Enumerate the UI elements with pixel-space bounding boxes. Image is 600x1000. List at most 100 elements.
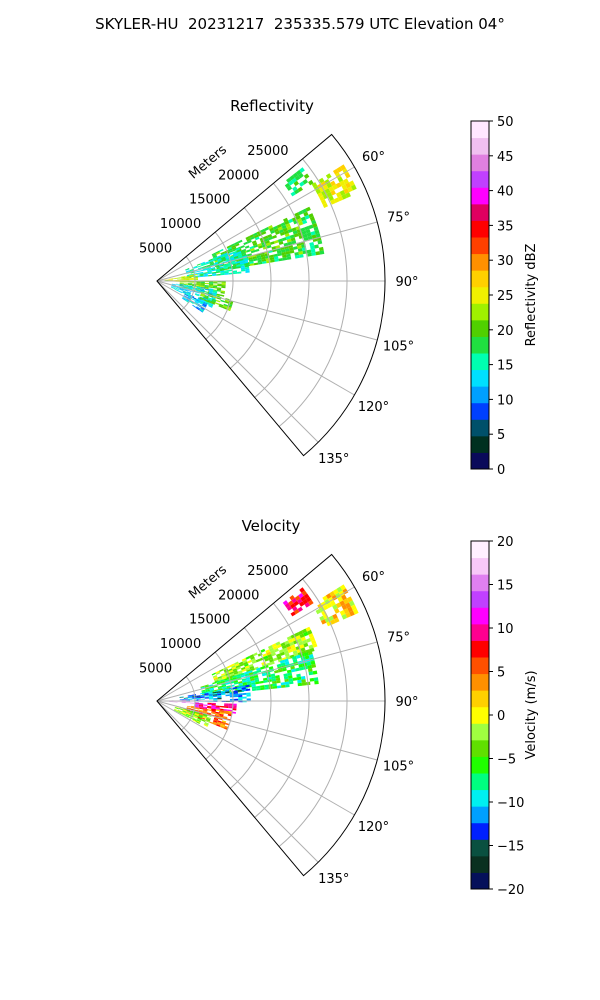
echo-gate	[189, 277, 194, 279]
echo-gate	[204, 685, 209, 688]
echo-gate	[303, 631, 309, 637]
echo-gate	[209, 686, 214, 689]
echo-gate	[189, 275, 194, 277]
echo-gate	[267, 653, 273, 658]
echo-gate	[248, 670, 253, 674]
echo-gate	[219, 705, 225, 708]
echo-gate	[284, 248, 290, 252]
echo-gate	[275, 641, 281, 646]
echo-gate	[286, 256, 292, 260]
echo-gate	[220, 724, 225, 728]
echo-gate	[208, 697, 214, 699]
echo-gate	[174, 289, 179, 292]
echo-gate	[199, 275, 204, 278]
echo-gate	[233, 681, 239, 685]
echo-gate	[225, 722, 230, 726]
echo-gate	[289, 234, 295, 239]
echo-gate	[283, 217, 289, 223]
echo-gate	[175, 284, 181, 286]
echo-gate	[262, 260, 267, 264]
echo-gate	[239, 260, 244, 263]
echo-gate	[307, 650, 313, 656]
echo-gate	[205, 688, 210, 691]
echo-gate	[203, 299, 208, 302]
echo-gate	[177, 702, 182, 703]
echo-gate	[266, 651, 272, 656]
echo-gate	[290, 644, 296, 649]
echo-gate	[277, 252, 283, 257]
echo-gate	[240, 269, 246, 272]
echo-gate	[174, 707, 179, 709]
range-ring	[278, 578, 348, 847]
echo-gate	[317, 192, 323, 198]
echo-gate	[186, 705, 192, 708]
colorbar-tick-label: 20	[497, 324, 514, 339]
echo-gate	[223, 668, 229, 672]
echo-gate	[220, 273, 225, 276]
echo-gate	[189, 278, 194, 280]
echo-gate	[190, 699, 195, 701]
angle-tick-label: 75°	[387, 210, 410, 225]
echo-gate	[168, 278, 173, 280]
echo-gate	[222, 305, 228, 309]
echo-gate	[197, 717, 202, 721]
echo-gate	[275, 675, 280, 679]
echo-gate	[288, 247, 294, 251]
echo-gate	[185, 714, 190, 718]
echo-gate	[269, 661, 275, 665]
echo-gate	[203, 273, 208, 275]
echo-gate	[346, 596, 353, 603]
echo-gate	[181, 701, 186, 703]
echo-gate	[298, 210, 304, 216]
echo-gate	[215, 250, 220, 254]
echo-gate	[252, 258, 258, 262]
echo-gate	[179, 281, 184, 283]
echo-gate	[231, 666, 237, 670]
echo-gate	[212, 722, 217, 726]
echo-gate	[224, 271, 229, 274]
echo-gate	[203, 275, 209, 277]
echo-gate	[221, 675, 227, 679]
echo-gate	[259, 237, 265, 241]
echo-gate	[192, 296, 197, 300]
echo-gate	[310, 660, 316, 665]
echo-gate	[350, 184, 357, 191]
echo-gate	[212, 274, 217, 276]
azimuth-spoke	[156, 700, 355, 816]
echo-gate	[183, 295, 188, 298]
echo-gate	[217, 283, 222, 286]
echo-gate	[231, 244, 236, 249]
colorbar-tick-label: 5	[497, 666, 505, 681]
echo-gate	[221, 282, 226, 284]
radial-tick-label: 20000	[218, 588, 259, 603]
echo-gate	[301, 682, 307, 686]
echo-gate	[211, 269, 216, 272]
echo-gate	[202, 706, 208, 709]
echo-gate	[230, 684, 235, 687]
echo-gate	[299, 666, 304, 671]
echo-gate	[211, 702, 216, 705]
echo-gate	[245, 656, 251, 660]
echo-gate	[208, 684, 213, 687]
echo-gate	[291, 655, 297, 661]
echo-gate	[236, 251, 242, 255]
echo-gate	[262, 677, 268, 681]
echo-gate	[216, 266, 221, 269]
angle-tick-label: 120°	[358, 820, 389, 835]
echo-gate	[202, 716, 207, 719]
echo-gate	[240, 672, 245, 676]
echo-gate	[244, 671, 249, 675]
echo-gate	[218, 715, 224, 718]
echo-gate	[319, 250, 325, 255]
echo-gate	[236, 249, 241, 253]
echo-gate	[196, 286, 202, 289]
echo-gate	[208, 258, 213, 262]
echo-gate	[288, 680, 294, 685]
echo-gate	[242, 257, 248, 261]
echo-gate	[228, 669, 234, 673]
echo-gate	[182, 290, 187, 293]
colorbar-swatch	[471, 806, 489, 824]
echo-gate	[227, 714, 233, 717]
echo-gate	[217, 675, 222, 679]
colorbar-swatch	[471, 574, 489, 592]
